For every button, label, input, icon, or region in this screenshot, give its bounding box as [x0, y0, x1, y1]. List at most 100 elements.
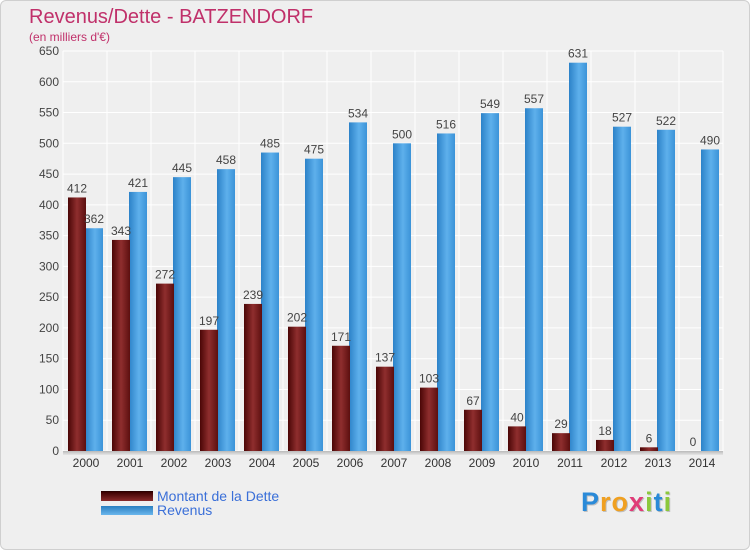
revenue-bar-2004 [261, 152, 279, 452]
debt-label-2003: 197 [199, 314, 219, 328]
revenue-bar-2009 [481, 113, 499, 452]
logo-letter-6: i [663, 487, 673, 517]
debt-label-2013: 6 [646, 431, 653, 445]
revenue-label-2005: 475 [304, 143, 324, 157]
revenue-bar-2014 [701, 149, 719, 451]
x-tick-label-2014: 2014 [689, 456, 716, 470]
y-tick-label-200: 200 [39, 321, 59, 335]
debt-bar-2002 [156, 283, 174, 451]
revenue-bar-2005 [305, 158, 323, 451]
revenue-label-2006: 534 [348, 106, 368, 120]
label-layer: 362 412 421 343 445 272 458 197 485 239 475 202 534 1… [67, 47, 720, 449]
y-tick-label-350: 350 [39, 229, 59, 243]
debt-label-2011: 29 [554, 417, 568, 431]
logo-letter-2: o [611, 487, 630, 517]
revenue-bar-2012 [613, 126, 631, 451]
y-tick-label-250: 250 [39, 290, 59, 304]
x-tick-label-2003: 2003 [205, 456, 232, 470]
revenue-label-2012: 527 [612, 111, 632, 125]
revenue-label-2000: 362 [84, 212, 104, 226]
y-tick-label-50: 50 [46, 413, 60, 427]
legend-swatch-revenue [101, 505, 153, 515]
logo-letter-4: i [645, 487, 654, 517]
x-tick-label-2007: 2007 [381, 456, 408, 470]
debt-label-2001: 343 [111, 224, 131, 238]
y-tick-label-0: 0 [52, 444, 59, 458]
x-tick-label-2002: 2002 [161, 456, 188, 470]
y-tick-label-400: 400 [39, 198, 59, 212]
debt-label-2010: 40 [510, 410, 524, 424]
x-tick-label-2000: 2000 [73, 456, 100, 470]
y-tick-label-550: 550 [39, 106, 59, 120]
x-tick-label-2012: 2012 [601, 456, 628, 470]
debt-bar-2013 [640, 447, 658, 451]
revenue-label-2014: 490 [700, 133, 720, 147]
legend-label-revenue: Revenus [157, 502, 213, 518]
debt-label-2004: 239 [243, 288, 263, 302]
revenue-label-2003: 458 [216, 153, 236, 167]
y-tick-label-100: 100 [39, 382, 59, 396]
debt-label-2012: 18 [598, 424, 612, 438]
revenue-bar-2007 [393, 143, 411, 452]
revenue-bar-2011 [569, 62, 587, 451]
x-tick-label-2009: 2009 [469, 456, 496, 470]
logo-letter-1: r [600, 487, 612, 517]
debt-bar-2000 [68, 197, 86, 451]
debt-bar-2005 [288, 326, 306, 451]
revenue-bar-2013 [657, 129, 675, 451]
x-axis-base [63, 451, 723, 455]
debt-bar-2011 [552, 433, 570, 451]
x-tick-label-2008: 2008 [425, 456, 452, 470]
revenue-bar-2006 [349, 122, 367, 451]
debt-label-2008: 103 [419, 372, 439, 386]
y-tick-label-300: 300 [39, 259, 59, 273]
x-tick-label-2013: 2013 [645, 456, 672, 470]
axis-layer: 0 50 100 150 200 250 300 350 400 450 500 550 600 650 2… [39, 44, 723, 470]
debt-bar-2010 [508, 426, 526, 451]
x-tick-label-2006: 2006 [337, 456, 364, 470]
logo-letter-3: x [629, 487, 646, 517]
legend-item-debt: Montant de la Dette [101, 488, 279, 504]
revenue-label-2002: 445 [172, 161, 192, 175]
revenue-bar-2010 [525, 108, 543, 451]
y-tick-label-650: 650 [39, 44, 59, 58]
logo-letter-5: t [653, 487, 664, 517]
x-tick-label-2010: 2010 [513, 456, 540, 470]
revenue-label-2008: 516 [436, 117, 456, 131]
debt-label-2000: 412 [67, 181, 87, 195]
revenue-label-2007: 500 [392, 127, 412, 141]
debt-bar-2009 [464, 409, 482, 451]
proxiti-logo: Proxiti [581, 487, 672, 518]
revenue-label-2010: 557 [524, 92, 544, 106]
debt-bar-2003 [200, 329, 218, 451]
debt-label-2005: 202 [287, 311, 307, 325]
revenue-bar-2008 [437, 133, 455, 451]
debt-bar-2006 [332, 345, 350, 451]
debt-bar-2007 [376, 366, 394, 451]
debt-label-2007: 137 [375, 351, 395, 365]
revenue-label-2011: 631 [568, 47, 588, 61]
revenue-label-2009: 549 [480, 97, 500, 111]
bar-layer [68, 62, 719, 452]
revenue-bar-2003 [217, 169, 235, 451]
logo-letter-0: P [581, 487, 601, 517]
revenue-label-2001: 421 [128, 176, 148, 190]
revenue-bar-2000 [85, 228, 103, 451]
y-tick-label-150: 150 [39, 352, 59, 366]
legend-label-debt: Montant de la Dette [157, 488, 280, 504]
chart-title: Revenus/Dette - BATZENDORF [29, 6, 314, 28]
debt-label-2009: 67 [466, 394, 480, 408]
debt-label-2002: 272 [155, 268, 175, 282]
revenue-label-2004: 485 [260, 137, 280, 151]
legend-item-revenue: Revenus [101, 502, 212, 518]
chart-subtitle: (en milliers d'€) [29, 30, 110, 44]
x-tick-label-2004: 2004 [249, 456, 276, 470]
revenue-bar-2001 [129, 191, 147, 451]
legend-swatch-debt [101, 491, 153, 501]
revenue-label-2013: 522 [656, 114, 676, 128]
debt-bar-2008 [420, 387, 438, 451]
y-tick-label-450: 450 [39, 167, 59, 181]
y-tick-label-600: 600 [39, 75, 59, 89]
